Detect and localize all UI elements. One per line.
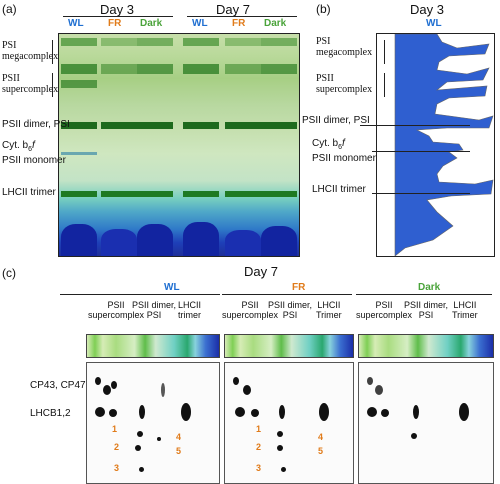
- native-gel-image: [58, 33, 300, 257]
- gel-strip-fr: [224, 334, 354, 358]
- marker-line: [372, 193, 470, 194]
- gel-lane: [137, 34, 173, 256]
- row-label-cp43-cp47: CP43, CP47: [30, 380, 86, 391]
- band-label-dimer: PSII dimer, PSI: [302, 115, 370, 126]
- band-label-cyt: Cyt. b6f PSII monomer: [2, 140, 66, 166]
- day3-title: Day 3: [100, 2, 134, 17]
- panel-c-title: Day 7: [244, 264, 278, 279]
- day7-bracket: [187, 16, 297, 17]
- spot-number-3: 3: [256, 463, 262, 473]
- spot-number-2: 2: [256, 442, 262, 452]
- bracket: [384, 40, 385, 64]
- panel-b-legend-wl: WL: [426, 18, 442, 29]
- group-wl-label: WL: [164, 282, 180, 293]
- lane-dark-day3: Dark: [140, 18, 163, 29]
- day3-bracket: [63, 16, 173, 17]
- strip-label-psii-super: PSII supercomplex: [88, 300, 145, 320]
- band-label-psi-mega: PSI megacomplex: [316, 36, 373, 58]
- panel-c-label: (c): [2, 266, 16, 280]
- panel-b-label: (b): [316, 2, 331, 16]
- densitometry-profile: [376, 33, 495, 257]
- marker-line: [360, 125, 470, 126]
- 2d-blot-wl: [86, 362, 220, 484]
- strip-label-dimer: PSII dimer, PSI: [132, 300, 177, 320]
- strip-label-dimer: PSII dimer, PSI: [404, 300, 449, 320]
- row-label-lhcb12: LHCB1,2: [30, 408, 71, 419]
- 2d-blot-dark: [358, 362, 494, 484]
- marker-line: [372, 151, 470, 152]
- spot-number-2: 2: [114, 442, 120, 452]
- band-label-psi-mega: PSI megacomplex: [2, 40, 59, 62]
- lane-wl-day7: WL: [192, 18, 208, 29]
- gel-strip-dark: [358, 334, 494, 358]
- gel-lane: [261, 34, 297, 256]
- spot-number-5: 5: [318, 446, 324, 456]
- lane-wl-day3: WL: [68, 18, 84, 29]
- gel-lane: [61, 34, 97, 256]
- strip-label-psii-super: PSII supercomplex: [356, 300, 413, 320]
- spot-number-3: 3: [114, 463, 120, 473]
- strip-label-lhcii: LHCII Trimer: [452, 300, 478, 320]
- band-label-lhcii: LHCII trimer: [312, 184, 366, 195]
- lane-fr-day7: FR: [232, 18, 246, 29]
- band-label-dimer: PSII dimer, PSI: [2, 119, 70, 130]
- group-bracket: [60, 294, 220, 295]
- day7-title: Day 7: [216, 2, 250, 17]
- spot-number-4: 4: [176, 432, 182, 442]
- bracket: [52, 73, 53, 97]
- strip-label-lhcii: LHCII trimer: [178, 300, 202, 320]
- group-bracket: [356, 294, 492, 295]
- band-label-lhcii: LHCII trimer: [2, 187, 56, 198]
- lane-dark-day7: Dark: [264, 18, 287, 29]
- lane-fr-day3: FR: [108, 18, 122, 29]
- spot-number-4: 4: [318, 432, 324, 442]
- spot-number-1: 1: [256, 424, 262, 434]
- panel-a-label: (a): [2, 2, 17, 16]
- panel-b-title: Day 3: [410, 2, 444, 17]
- group-fr-label: FR: [292, 282, 306, 293]
- band-label-psii-super: PSII supercomplex: [2, 73, 59, 95]
- strip-label-lhcii: LHCII Trimer: [316, 300, 342, 320]
- gel-lane: [183, 34, 219, 256]
- 2d-blot-fr: [224, 362, 354, 484]
- group-dark-label: Dark: [418, 282, 441, 293]
- bracket: [52, 40, 53, 64]
- spot-number-5: 5: [176, 446, 182, 456]
- spot-number-1: 1: [112, 424, 118, 434]
- gel-strip-wl: [86, 334, 220, 358]
- band-label-psii-super: PSII supercomplex: [316, 73, 373, 95]
- gel-lane: [101, 34, 137, 256]
- strip-label-psii-super: PSII supercomplex: [222, 300, 279, 320]
- band-label-cyt: Cyt. b6f PSII monomer: [312, 138, 376, 164]
- strip-label-dimer: PSII dimer, PSI: [268, 300, 313, 320]
- gel-lane: [225, 34, 261, 256]
- densitometry-trace: [394, 33, 494, 257]
- group-bracket: [222, 294, 352, 295]
- bracket: [384, 73, 385, 97]
